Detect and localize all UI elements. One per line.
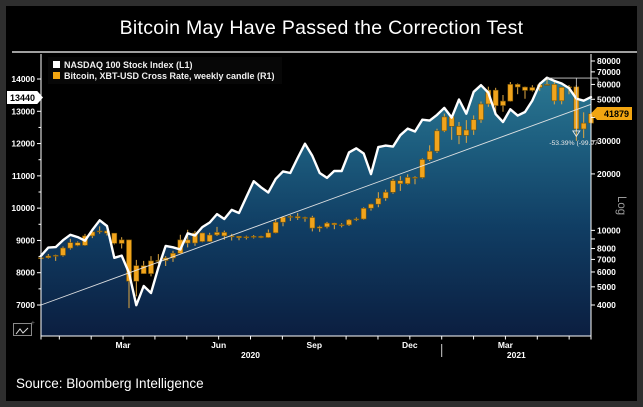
svg-text:Dec: Dec <box>402 340 418 350</box>
left-axis: 14000 13000 12000 11000 10000 9000 8000 7000 <box>11 74 41 310</box>
svg-text:2020: 2020 <box>241 350 260 360</box>
log-scale-label: Log <box>615 196 627 216</box>
chart-title: Bitcoin May Have Passed the Correction T… <box>119 17 524 39</box>
chart-tool-icon[interactable]: + <box>13 320 35 336</box>
svg-text:12000: 12000 <box>11 139 35 149</box>
svg-text:80000: 80000 <box>597 56 621 66</box>
bitcoin-last-value-tag: 41879 <box>591 107 632 120</box>
drawdown-annotation: -53.39% (-99.97 <box>547 77 599 147</box>
svg-text:Sep: Sep <box>306 340 322 350</box>
svg-text:9000: 9000 <box>16 235 35 245</box>
svg-text:4000: 4000 <box>597 300 616 310</box>
nasdaq-last-value-tag: 13440 <box>7 91 43 104</box>
svg-text:7000: 7000 <box>597 254 616 264</box>
bitcoin-candles <box>38 78 594 309</box>
svg-text:Mar: Mar <box>498 340 514 350</box>
nasdaq-line <box>39 76 593 307</box>
nasdaq-swatch-icon <box>53 61 60 68</box>
legend-label-bitcoin: Bitcoin, XBT-USD Cross Rate, weekly cand… <box>64 70 275 81</box>
svg-text:10000: 10000 <box>11 203 35 213</box>
chart-legend: NASDAQ 100 Stock Index (L1) Bitcoin, XBT… <box>48 57 282 84</box>
svg-text:13000: 13000 <box>11 106 35 116</box>
chart-canvas[interactable]: 1400013000120001100010000900080007000800… <box>6 6 643 407</box>
svg-text:70000: 70000 <box>597 67 621 77</box>
trend-line <box>40 103 592 306</box>
source-credit: Source: Bloomberg Intelligence <box>16 376 204 391</box>
mini-chart-icon <box>15 327 29 335</box>
legend-label-nasdaq: NASDAQ 100 Stock Index (L1) <box>64 59 193 70</box>
svg-text:-53.39% (-99.97: -53.39% (-99.97 <box>549 140 598 147</box>
svg-text:Mar: Mar <box>115 340 131 350</box>
svg-text:20000: 20000 <box>597 169 621 179</box>
x-axis: Mar Jun Sep Dec Mar 2020 2021 <box>40 336 592 360</box>
svg-text:8000: 8000 <box>597 244 616 254</box>
legend-item-nasdaq[interactable]: NASDAQ 100 Stock Index (L1) <box>53 59 275 70</box>
svg-text:Jun: Jun <box>211 340 226 350</box>
svg-text:5000: 5000 <box>597 282 616 292</box>
svg-text:8000: 8000 <box>16 268 35 278</box>
svg-text:14000: 14000 <box>11 74 35 84</box>
tool-plus-icon: + <box>30 320 35 327</box>
svg-text:60000: 60000 <box>597 79 621 89</box>
legend-item-bitcoin[interactable]: Bitcoin, XBT-USD Cross Rate, weekly cand… <box>53 70 275 81</box>
svg-text:2021: 2021 <box>507 350 526 360</box>
bitcoin-swatch-icon <box>53 72 60 79</box>
svg-text:11000: 11000 <box>12 171 35 181</box>
svg-text:6000: 6000 <box>597 267 616 277</box>
svg-text:7000: 7000 <box>16 300 35 310</box>
nasdaq-area-fill <box>41 77 591 336</box>
svg-text:10000: 10000 <box>597 225 621 235</box>
svg-text:50000: 50000 <box>597 94 621 104</box>
svg-text:30000: 30000 <box>597 136 621 146</box>
